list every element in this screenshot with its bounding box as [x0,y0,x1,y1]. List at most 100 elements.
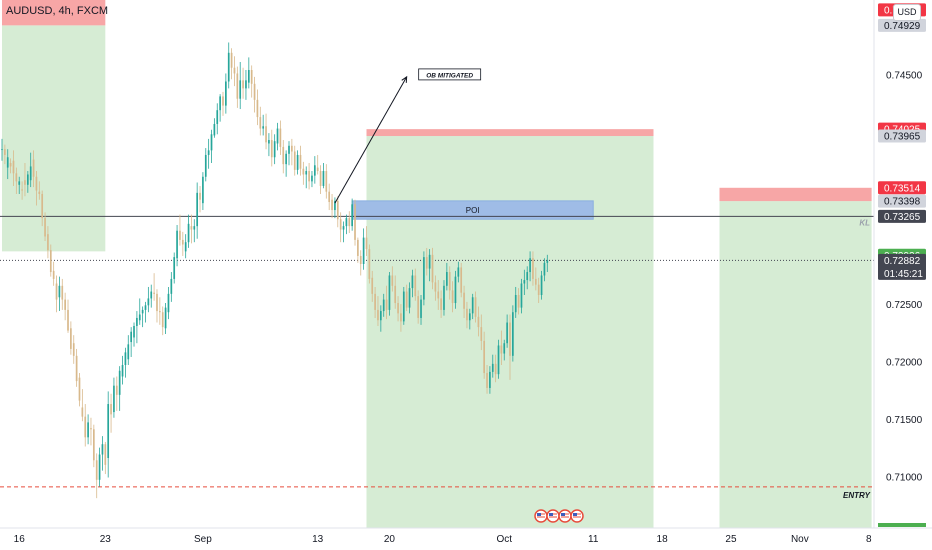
candle [448,266,451,300]
candle [15,167,18,194]
candle [47,226,49,259]
price-tag: 0.73965 [878,129,926,143]
us-flag-icon [546,509,560,523]
candle [138,298,141,325]
annotation-arrow [334,76,408,204]
candle [219,94,221,122]
candle [368,244,371,284]
candle [509,314,511,380]
line-layer [0,215,874,488]
candle [118,366,121,411]
target-zone-3 [719,201,872,529]
candle [49,244,52,277]
candle [359,250,362,276]
candle [270,129,273,167]
poi-label: POI [466,206,480,215]
symbol-title[interactable]: AUDUSD, 4h, FXCM [6,5,109,17]
candle [144,301,147,323]
candle [342,221,345,243]
candle [474,291,477,323]
price-tick-label: 0.74500 [886,71,923,82]
candle [216,103,219,135]
candle [506,314,508,348]
candle [385,285,388,320]
price-tag: 0.74929 [878,18,926,32]
candle [491,354,494,378]
candle [24,162,26,197]
candle [494,354,497,383]
time-axis[interactable]: 16 23 Sep 13 20 Oct 11 18 25 Nov 8 [14,523,926,545]
candle [98,447,101,487]
candle [354,199,356,246]
candle [90,417,92,446]
candle [451,281,454,313]
candle [156,289,158,323]
candle [176,224,178,267]
currency-badge[interactable]: USD [893,4,921,21]
entry-label: ENTRY [843,491,871,500]
candle [61,278,64,310]
candle [374,286,376,318]
candle [489,366,491,394]
candle [259,106,262,136]
candle [213,118,216,138]
stop-zone-1 [2,0,106,26]
candle [199,185,201,213]
candle [463,285,465,318]
price-tick-label: 0.72000 [886,358,923,369]
price-tag-label: 0.73514 [884,183,921,194]
candle [67,299,69,333]
time-tick-label: Sep [194,534,212,545]
candle [334,197,336,219]
candle [268,133,270,157]
price-tag-label: 0.74929 [884,21,921,32]
price-tag: 0.73398 [878,194,926,208]
candle [44,212,46,242]
candle [187,214,190,248]
candle [55,275,58,313]
candle [394,275,397,309]
candle [540,270,543,300]
target-zone-1 [2,25,106,252]
candle [35,171,38,206]
candle [164,303,167,335]
candle [437,280,440,310]
candle [256,89,259,126]
price-tag: 0.73514 [878,181,926,195]
candle [466,301,468,329]
time-tick-label: 8 [866,534,872,545]
price-tick-label: 0.71000 [886,472,923,483]
candle [468,308,471,330]
candle [308,162,310,190]
annotation-label: OB MITIGATED [426,72,473,79]
candle [408,282,411,314]
time-tick-label: Oct [496,534,512,545]
axis-corner-marker [878,523,926,527]
price-tick-label: 0.72500 [886,300,923,311]
countdown-label: 01:45:21 [884,269,923,280]
candle [12,150,15,186]
candle [460,262,463,298]
candle [293,145,296,176]
candle [233,56,236,87]
candle [124,347,127,378]
candle [514,286,517,318]
candle [443,280,445,316]
candle [454,270,457,309]
candle [150,284,153,308]
candle [167,286,170,320]
candle [345,214,348,235]
us-flag-icon [534,509,548,523]
candle [222,91,224,116]
candle [38,181,41,200]
candle [316,154,319,175]
candle [72,335,75,364]
stop-zone-2 [366,129,654,137]
candle [84,404,87,447]
candle [339,212,342,243]
time-tick-label: 25 [725,534,737,545]
candle [95,453,98,499]
candle [225,73,227,114]
price-axis[interactable]: 0.710000.715000.720000.725000.745000.750… [878,3,926,483]
